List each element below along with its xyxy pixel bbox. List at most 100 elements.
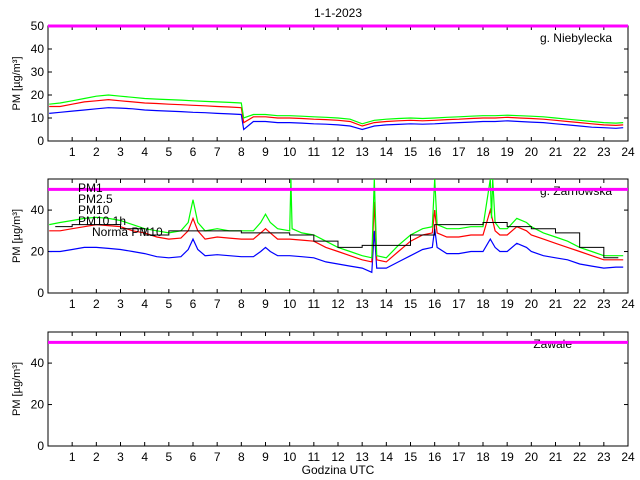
x-tick-label: 20 xyxy=(525,450,539,464)
x-tick-label: 23 xyxy=(597,450,611,464)
x-tick-label: 11 xyxy=(308,297,321,311)
x-tick-label: 21 xyxy=(549,450,563,464)
x-tick-label: 16 xyxy=(428,145,442,159)
series-pm10 xyxy=(49,179,624,259)
x-tick-label: 20 xyxy=(525,297,539,311)
x-tick-label: 17 xyxy=(452,145,466,159)
x-tick-label: 11 xyxy=(308,450,321,464)
x-tick-label: 24 xyxy=(621,145,635,159)
x-tick-label: 1 xyxy=(69,145,76,159)
x-tick-label: 8 xyxy=(238,145,245,159)
legend-entry: PM2.5 xyxy=(78,192,113,206)
x-tick-label: 2 xyxy=(93,450,100,464)
x-tick-label: 21 xyxy=(549,145,563,159)
x-tick-label: 9 xyxy=(262,297,269,311)
x-tick-label: 3 xyxy=(117,297,124,311)
x-tick-label: 19 xyxy=(500,450,514,464)
y-tick-label: 20 xyxy=(31,88,45,102)
x-tick-label: 5 xyxy=(165,297,172,311)
x-tick-label: 8 xyxy=(238,450,245,464)
x-tick-label: 6 xyxy=(190,297,197,311)
x-tick-label: 4 xyxy=(141,450,148,464)
x-tick-label: 8 xyxy=(238,297,245,311)
x-tick-label: 21 xyxy=(549,297,563,311)
x-tick-label: 14 xyxy=(380,297,394,311)
y-tick-label: 20 xyxy=(31,245,45,259)
x-tick-label: 11 xyxy=(308,145,321,159)
x-tick-label: 15 xyxy=(404,450,418,464)
x-tick-label: 10 xyxy=(283,297,297,311)
x-tick-label: 16 xyxy=(428,297,442,311)
series-pm1 xyxy=(49,228,624,274)
x-axis-label: Godzina UTC xyxy=(302,463,375,477)
y-tick-label: 0 xyxy=(37,439,44,453)
x-tick-label: 7 xyxy=(214,297,221,311)
x-tick-label: 17 xyxy=(452,297,466,311)
y-tick-label: 40 xyxy=(31,203,45,217)
x-tick-label: 1 xyxy=(69,297,76,311)
x-tick-label: 23 xyxy=(597,145,611,159)
x-tick-label: 12 xyxy=(331,145,345,159)
x-tick-label: 10 xyxy=(283,145,297,159)
y-tick-label: 50 xyxy=(31,19,45,33)
x-tick-label: 16 xyxy=(428,450,442,464)
x-tick-label: 6 xyxy=(190,145,197,159)
x-tick-label: 10 xyxy=(283,450,297,464)
y-tick-label: 30 xyxy=(31,65,45,79)
legend-entry: PM10 xyxy=(78,203,110,217)
x-tick-label: 24 xyxy=(621,297,635,311)
station-label-zarnowska: g. Zarnowska xyxy=(540,184,612,198)
x-tick-label: 13 xyxy=(355,145,369,159)
x-tick-label: 22 xyxy=(573,297,587,311)
series-pm10_1h xyxy=(55,222,619,259)
series-pm25 xyxy=(49,98,624,127)
y-tick-label: 40 xyxy=(31,42,45,56)
x-tick-label: 2 xyxy=(93,145,100,159)
x-tick-label: 18 xyxy=(476,450,490,464)
x-tick-label: 24 xyxy=(621,450,635,464)
x-tick-label: 12 xyxy=(331,297,345,311)
station-label-zawale: Zawale xyxy=(533,337,572,351)
x-tick-label: 9 xyxy=(262,450,269,464)
y-tick-label: 10 xyxy=(31,111,45,125)
x-tick-label: 5 xyxy=(165,145,172,159)
legend-entry: PM1 xyxy=(78,181,103,195)
x-tick-label: 9 xyxy=(262,145,269,159)
series-pm25 xyxy=(49,201,624,263)
x-tick-label: 7 xyxy=(214,145,221,159)
series-group xyxy=(49,94,624,131)
x-tick-label: 14 xyxy=(380,450,394,464)
series-pm1 xyxy=(49,107,624,131)
y-tick-label: 40 xyxy=(31,356,45,370)
x-tick-label: 3 xyxy=(117,145,124,159)
x-tick-label: 19 xyxy=(500,297,514,311)
y-tick-label: 0 xyxy=(37,134,44,148)
y-axis-label: PM [µg/m³] xyxy=(11,362,23,416)
y-axis-label: PM [µg/m³] xyxy=(11,56,23,110)
x-tick-label: 15 xyxy=(404,297,418,311)
x-tick-label: 23 xyxy=(597,297,611,311)
x-tick-label: 19 xyxy=(500,145,514,159)
y-tick-label: 20 xyxy=(31,398,45,412)
series-group xyxy=(49,179,624,274)
x-tick-label: 6 xyxy=(190,450,197,464)
y-axis-label: PM [µg/m³] xyxy=(11,209,23,263)
x-tick-label: 18 xyxy=(476,297,490,311)
x-tick-label: 5 xyxy=(165,450,172,464)
x-tick-label: 1 xyxy=(69,450,76,464)
x-tick-label: 18 xyxy=(476,145,490,159)
figure-title: 1-1-2023 xyxy=(314,6,362,20)
x-tick-label: 22 xyxy=(573,450,587,464)
x-tick-label: 4 xyxy=(141,145,148,159)
x-tick-label: 13 xyxy=(355,450,369,464)
x-tick-label: 20 xyxy=(525,145,539,159)
x-tick-label: 15 xyxy=(404,145,418,159)
legend-entry: PM10 1h xyxy=(78,214,126,228)
x-tick-label: 2 xyxy=(93,297,100,311)
legend-entry: Norma PM10 xyxy=(92,225,163,239)
x-tick-label: 4 xyxy=(141,297,148,311)
x-tick-label: 3 xyxy=(117,450,124,464)
